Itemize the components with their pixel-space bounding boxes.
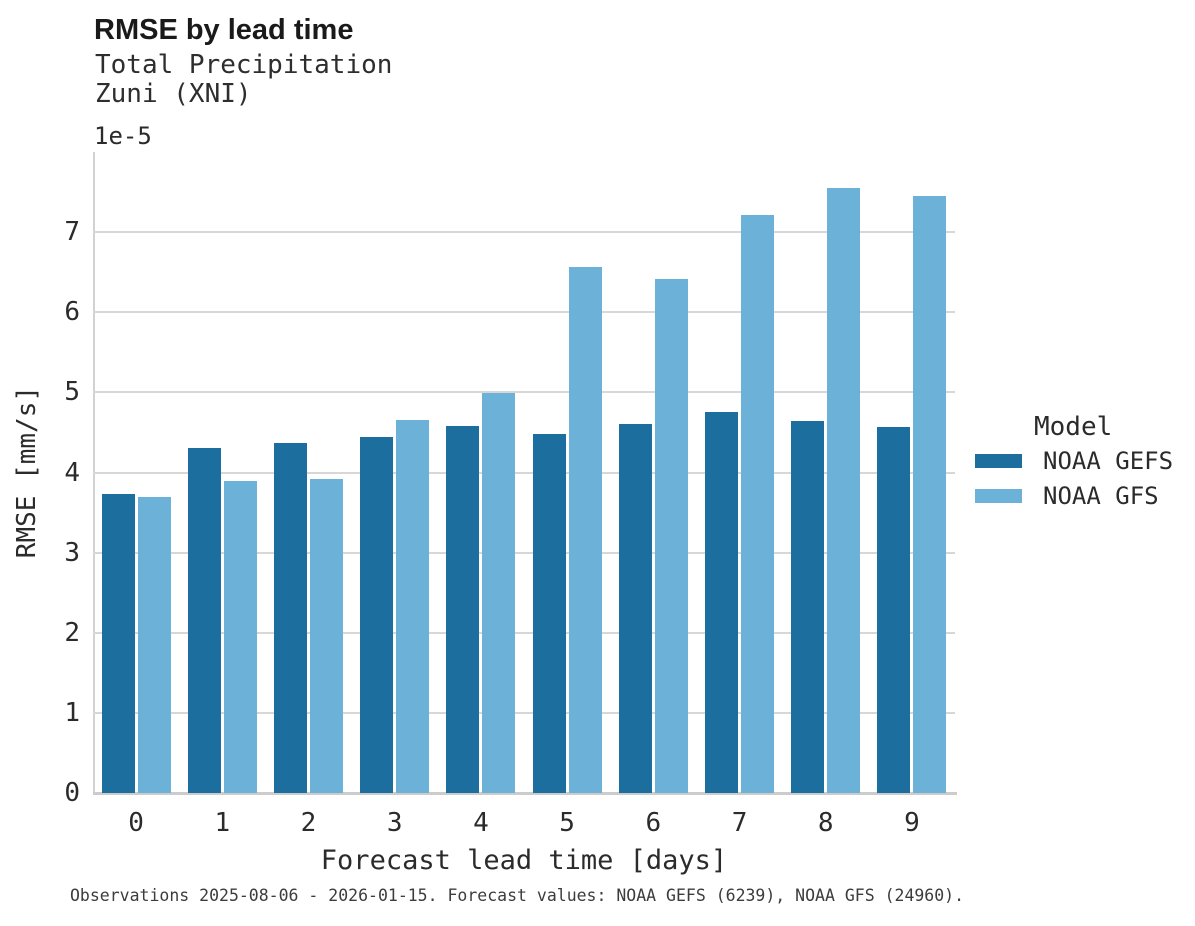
chart-subtitle-station: Zuni (XNI) [95, 79, 252, 109]
gridline-y-1 [93, 711, 955, 714]
bars [93, 152, 955, 793]
x-tick-label-9: 9 [904, 808, 920, 838]
gridline-y-4 [93, 471, 955, 474]
x-tick-label-6: 6 [645, 808, 662, 838]
bar-noaa-gefs-day-7 [705, 412, 739, 793]
x-tick-label-4: 4 [473, 808, 489, 838]
bar-noaa-gfs-day-9 [913, 196, 947, 793]
bar-noaa-gfs-day-4 [482, 393, 516, 793]
x-tick-label-0: 0 [128, 808, 144, 838]
gridline-y-5 [93, 391, 955, 394]
bar-noaa-gefs-day-5 [532, 434, 566, 793]
bar-noaa-gefs-day-3 [360, 437, 394, 793]
legend-swatch-noaa-gefs [975, 453, 1022, 468]
bar-noaa-gfs-day-7 [741, 214, 775, 793]
x-tick-labels: 0 1 2 3 4 5 6 7 8 9 [93, 808, 955, 838]
chart-title: RMSE by lead time [94, 14, 354, 46]
bar-noaa-gefs-day-2 [274, 442, 307, 793]
bar-group-day-3 [352, 152, 438, 793]
y-tick-label-6: 6 [64, 297, 80, 328]
plot-area [93, 152, 955, 793]
bar-noaa-gefs-day-1 [187, 447, 221, 793]
bar-noaa-gefs-day-6 [618, 423, 652, 793]
x-tick-label-2: 2 [300, 808, 317, 838]
legend-entry-noaa-gefs: NOAA GEFS [975, 443, 1173, 478]
bar-noaa-gefs-day-9 [877, 426, 911, 793]
bar-group-day-6 [610, 152, 696, 793]
bar-noaa-gefs-day-4 [446, 426, 480, 793]
x-tick-label-1: 1 [214, 808, 231, 838]
bar-noaa-gfs-day-1 [223, 480, 257, 793]
bar-group-day-0 [93, 152, 179, 793]
gridline-y-7 [93, 231, 955, 234]
legend-title: Model [1034, 412, 1113, 442]
y-axis-offset-label: 1e-5 [94, 122, 152, 150]
bar-group-day-1 [179, 152, 265, 793]
bar-noaa-gefs-day-8 [791, 421, 825, 793]
x-axis-spine [93, 792, 957, 795]
bar-group-day-7 [696, 152, 782, 793]
legend-label-noaa-gefs: NOAA GEFS [1043, 446, 1174, 475]
legend-entry-noaa-gfs: NOAA GFS [975, 478, 1173, 513]
y-tick-label-0: 0 [64, 778, 80, 808]
gridline-y-6 [93, 311, 955, 314]
bar-noaa-gfs-day-8 [827, 188, 861, 793]
x-tick-label-7: 7 [731, 808, 748, 838]
y-tick-label-7: 7 [64, 217, 80, 248]
legend-swatch-noaa-gfs [975, 488, 1022, 503]
gridline-y-3 [93, 551, 955, 554]
bar-group-day-5 [524, 152, 610, 793]
bar-noaa-gfs-day-2 [310, 478, 343, 793]
x-tick-label-8: 8 [817, 808, 834, 838]
bar-group-day-2 [265, 152, 351, 793]
y-tick-label-5: 5 [64, 377, 80, 408]
bar-noaa-gfs-day-5 [568, 266, 602, 793]
bar-noaa-gfs-day-6 [654, 278, 688, 793]
bar-noaa-gefs-day-0 [101, 494, 135, 793]
bar-group-day-9 [869, 152, 955, 793]
bar-noaa-gfs-day-0 [137, 497, 171, 793]
bar-group-day-4 [438, 152, 524, 793]
legend: NOAA GEFS NOAA GFS [975, 443, 1173, 513]
bar-noaa-gfs-day-3 [396, 419, 430, 793]
caption: Observations 2025-08-06 - 2026-01-15. Fo… [70, 886, 965, 905]
y-tick-label-3: 3 [64, 537, 80, 568]
x-tick-label-5: 5 [559, 808, 575, 838]
x-axis-label: Forecast lead time [days] [320, 845, 728, 876]
gridline-y-2 [93, 631, 955, 634]
y-tick-label-2: 2 [64, 617, 80, 648]
bar-group-day-8 [783, 152, 869, 793]
y-tick-label-1: 1 [64, 697, 80, 728]
y-tick-label-4: 4 [64, 457, 80, 488]
x-tick-label-3: 3 [386, 808, 403, 838]
chart-subtitle-variable: Total Precipitation [95, 50, 393, 80]
legend-label-noaa-gfs: NOAA GFS [1043, 481, 1159, 510]
